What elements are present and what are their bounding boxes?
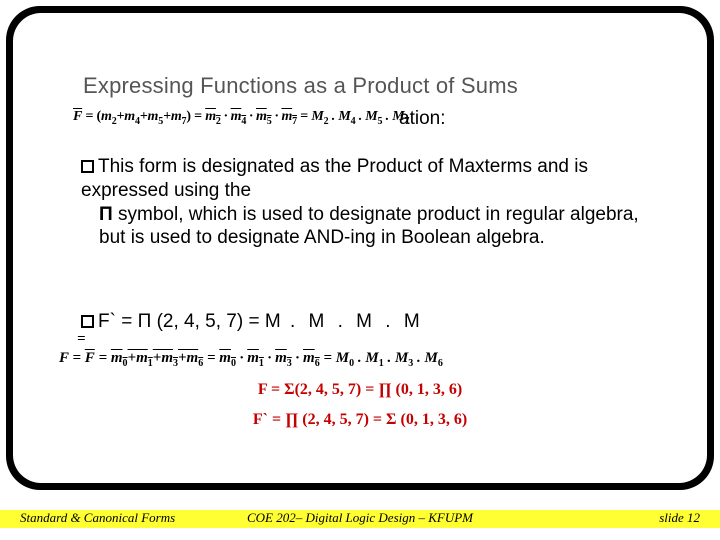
text-fragment-ation: ation: (399, 108, 445, 130)
bullet-square-icon (81, 315, 94, 328)
slide-title: Expressing Functions as a Product of Sum… (83, 73, 647, 99)
eq2-top-eq: = (77, 331, 443, 348)
content-area: Expressing Functions as a Product of Sum… (83, 73, 647, 109)
slide-footer: Standard & Canonical Forms COE 202– Digi… (0, 502, 720, 534)
equation-overlay-2: = F = F = m0+m1+m3+m6 = m0 · m1 · m3 · m… (59, 331, 443, 369)
red-equations: F = Σ(2, 4, 5, 7) = ∏ (0, 1, 3, 6) F` = … (13, 375, 707, 436)
equation-overlay-1: F = (m2+m4+m5+m7) = m2 · m4 · m5 · m7 = … (71, 109, 411, 127)
footer-center: COE 202– Digital Logic Design – KFUPM (0, 510, 720, 526)
footer-right: slide 12 (659, 510, 700, 526)
bullet-text-1: This form is designated as the Product o… (81, 156, 588, 201)
red-eq-2: F` = ∏ (2, 4, 5, 7) = Σ (0, 1, 3, 6) (13, 405, 707, 435)
bullet-paragraph: This form is designated as the Product o… (81, 155, 657, 250)
red-eq-1: F = Σ(2, 4, 5, 7) = ∏ (0, 1, 3, 6) (13, 375, 707, 405)
eqline-terms: . M . M . M (281, 311, 424, 332)
bullet-text-2: symbol, which is used to designate produ… (99, 204, 639, 249)
slide-frame: Expressing Functions as a Product of Sum… (6, 6, 714, 490)
eqline-lead: F` = Π (2, 4, 5, 7) = M (98, 311, 281, 332)
slide-inner: Expressing Functions as a Product of Sum… (13, 13, 707, 483)
pi-symbol: Π (99, 204, 113, 225)
bullet-square-icon (81, 160, 94, 173)
equation-line: F` = Π (2, 4, 5, 7) = M . M . M . M (81, 311, 424, 333)
